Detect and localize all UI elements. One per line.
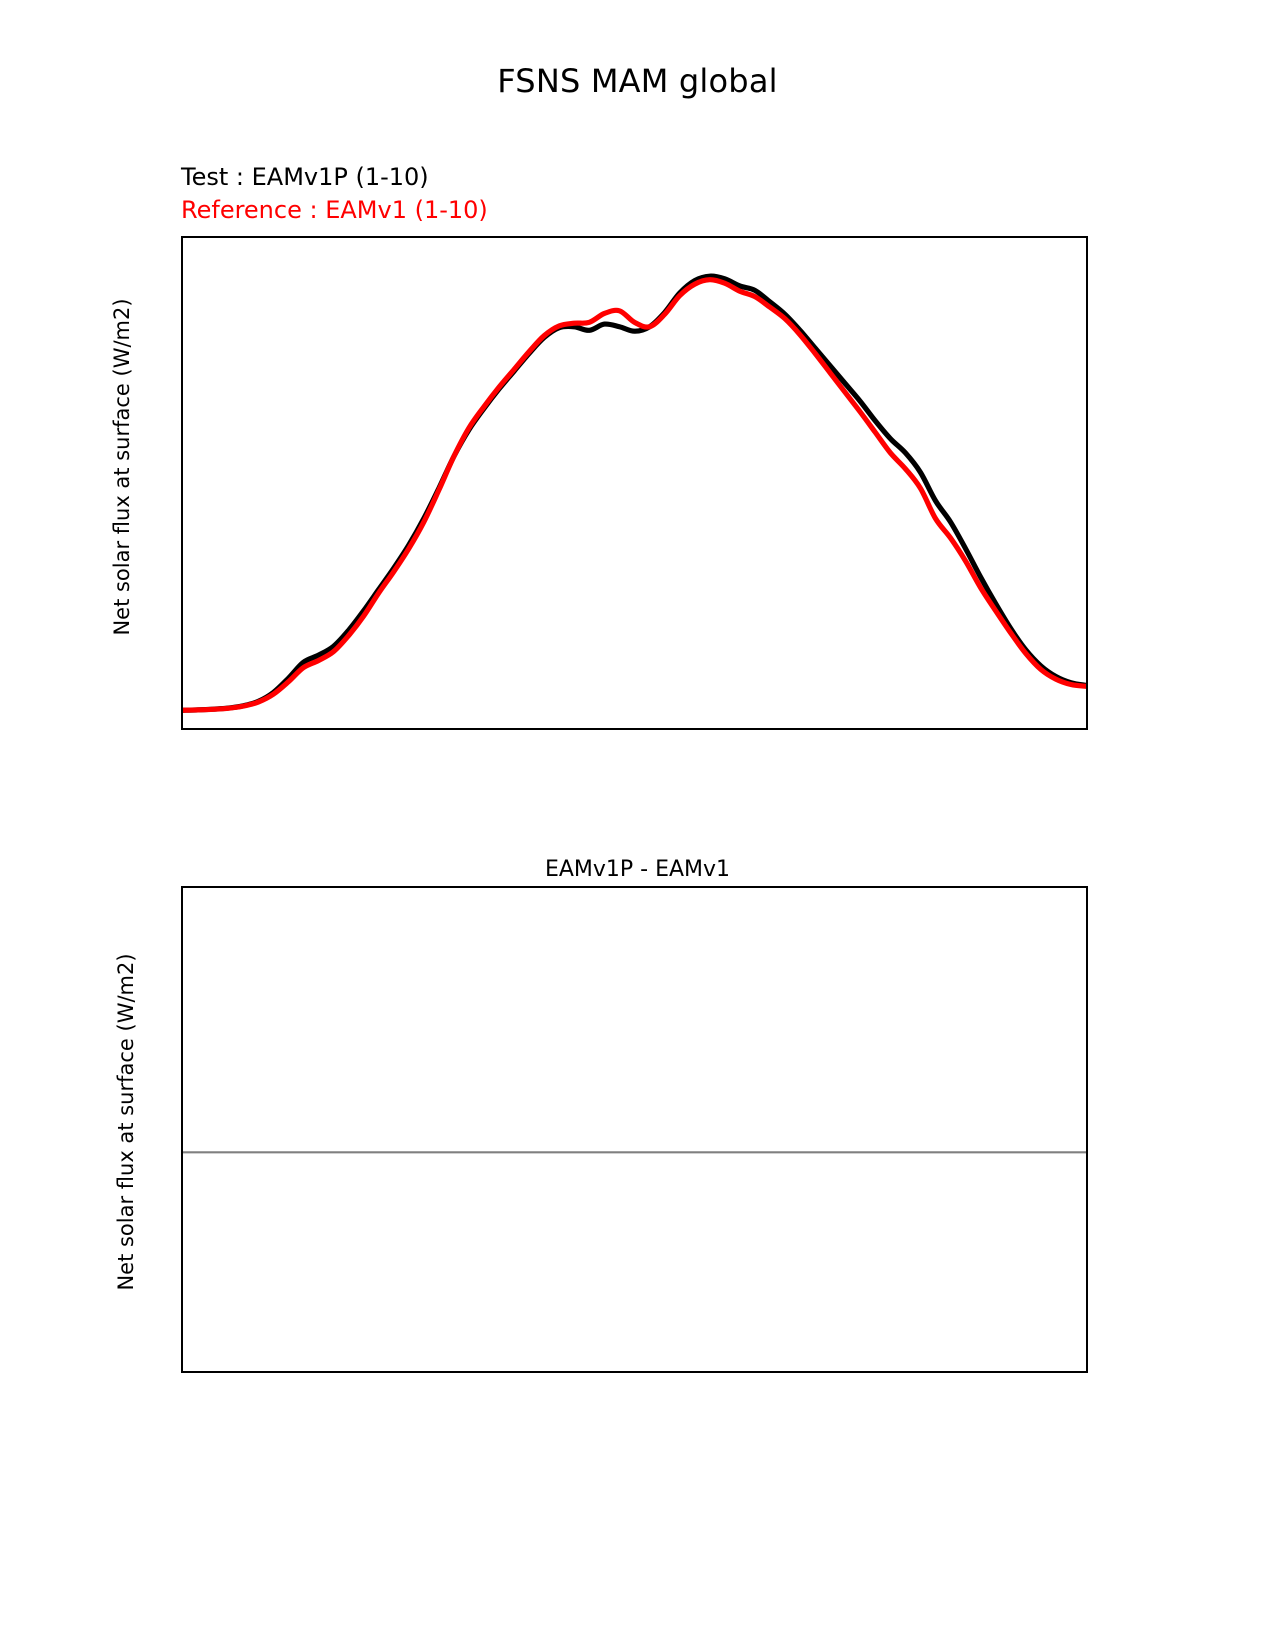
legend-test-label: Test : EAMv1P (1-10) (181, 163, 429, 191)
page-title: FSNS MAM global (497, 62, 778, 100)
y-axis-label-top: Net solar flux at surface (W/m2) (110, 298, 134, 636)
difference-plot-title: EAMv1P - EAMv1 (544, 857, 731, 882)
difference-plot-curve (183, 1151, 1086, 1154)
legend-reference-label: Reference : EAMv1 (1-10) (181, 196, 488, 224)
y-axis-label-diff: Net solar flux at surface (W/m2) (114, 953, 138, 1291)
difference-plot-axes (181, 886, 1088, 1373)
data-series-line-0 (183, 273, 1086, 713)
zonal-mean-plot-axes (181, 236, 1088, 730)
data-series-line-1 (183, 277, 1086, 713)
zonal-mean-plot-curves (183, 273, 1086, 713)
